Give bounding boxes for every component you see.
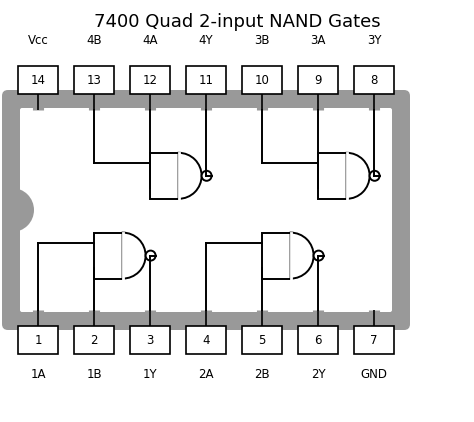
Text: 4A: 4A — [142, 33, 158, 46]
Bar — [186, 66, 226, 94]
Text: 2Y: 2Y — [310, 368, 325, 381]
Text: 12: 12 — [143, 73, 157, 87]
Text: GND: GND — [361, 368, 388, 381]
Bar — [130, 66, 170, 94]
Bar — [74, 326, 114, 354]
Bar — [354, 326, 394, 354]
FancyBboxPatch shape — [20, 108, 392, 312]
Wedge shape — [179, 153, 201, 199]
Text: Vcc: Vcc — [27, 33, 48, 46]
Bar — [318, 153, 346, 199]
Bar — [242, 326, 282, 354]
Wedge shape — [12, 188, 34, 232]
Text: 3Y: 3Y — [367, 33, 381, 46]
Text: 1Y: 1Y — [143, 368, 157, 381]
Text: 4: 4 — [202, 333, 210, 346]
Text: 7400 Quad 2-input NAND Gates: 7400 Quad 2-input NAND Gates — [94, 13, 380, 31]
Text: 3A: 3A — [310, 33, 326, 46]
Bar — [18, 326, 58, 354]
Text: 4Y: 4Y — [199, 33, 213, 46]
Text: 13: 13 — [87, 73, 101, 87]
Bar — [186, 326, 226, 354]
Text: 14: 14 — [30, 73, 46, 87]
Text: 4B: 4B — [86, 33, 102, 46]
Text: 10: 10 — [255, 73, 269, 87]
Text: 5: 5 — [258, 333, 266, 346]
Bar — [18, 66, 58, 94]
Text: 3B: 3B — [254, 33, 270, 46]
Text: 1: 1 — [34, 333, 42, 346]
Bar — [298, 326, 338, 354]
FancyBboxPatch shape — [2, 90, 410, 330]
Text: 8: 8 — [370, 73, 378, 87]
Text: 2A: 2A — [198, 368, 214, 381]
Bar — [74, 66, 114, 94]
Circle shape — [314, 251, 324, 261]
Text: 3: 3 — [146, 333, 154, 346]
Text: 9: 9 — [314, 73, 322, 87]
Text: 2: 2 — [90, 333, 98, 346]
Text: 2B: 2B — [254, 368, 270, 381]
Text: 11: 11 — [199, 73, 213, 87]
Text: 6: 6 — [314, 333, 322, 346]
Wedge shape — [291, 233, 314, 279]
Text: 7: 7 — [370, 333, 378, 346]
Bar — [242, 66, 282, 94]
Wedge shape — [123, 233, 146, 279]
Circle shape — [201, 171, 211, 181]
Text: 1A: 1A — [30, 368, 46, 381]
Bar — [354, 66, 394, 94]
Bar — [298, 66, 338, 94]
Wedge shape — [346, 153, 370, 199]
Bar — [130, 326, 170, 354]
Bar — [262, 233, 291, 279]
Circle shape — [370, 171, 380, 181]
Circle shape — [146, 251, 155, 261]
Text: 1B: 1B — [86, 368, 102, 381]
Bar — [150, 153, 179, 199]
Bar — [94, 233, 123, 279]
